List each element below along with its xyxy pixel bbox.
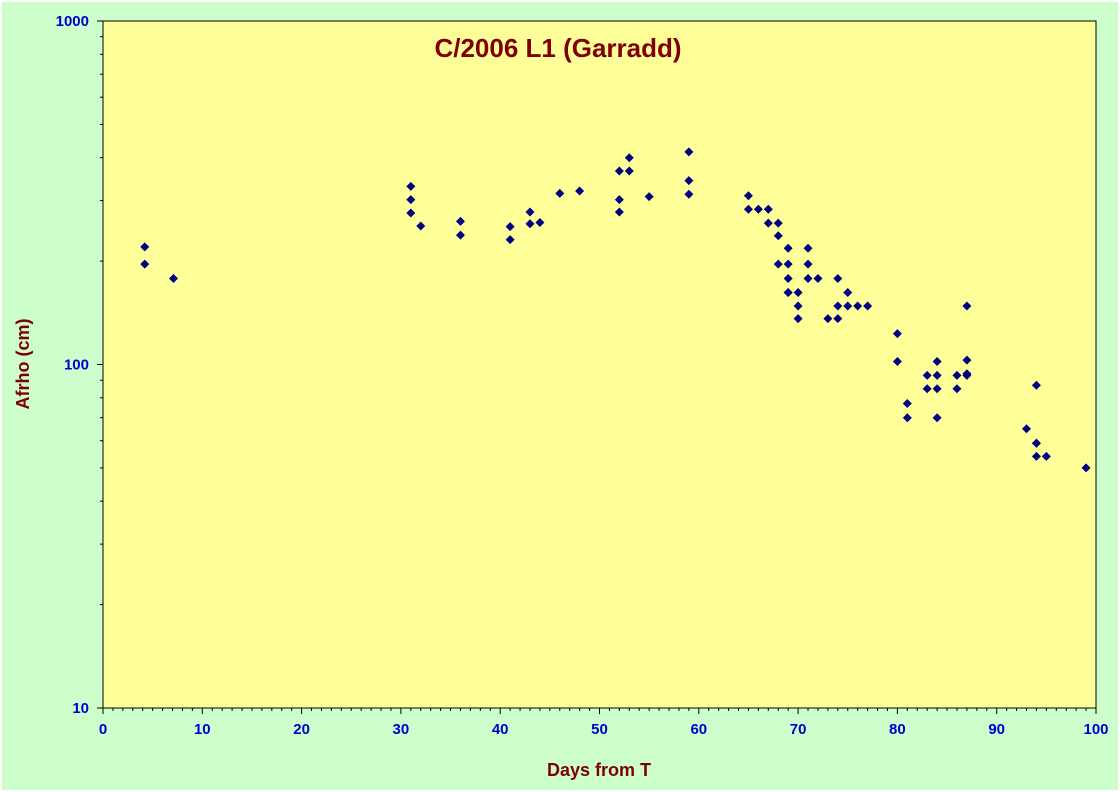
- data-point: [863, 301, 873, 311]
- data-point: [505, 235, 515, 245]
- data-point: [962, 301, 972, 311]
- data-point: [793, 288, 803, 298]
- data-point: [952, 384, 962, 394]
- data-point: [525, 219, 535, 229]
- data-point: [843, 301, 853, 311]
- y-tick-label: 100: [64, 357, 89, 374]
- data-point: [783, 259, 793, 269]
- data-point: [169, 273, 179, 283]
- data-point: [932, 413, 942, 423]
- data-point: [1031, 438, 1041, 448]
- x-axis-title: Days from T: [547, 760, 651, 780]
- data-point: [406, 208, 416, 218]
- x-tick-label: 70: [790, 721, 807, 738]
- x-tick-label: 30: [393, 721, 410, 738]
- data-point: [1031, 451, 1041, 461]
- data-point: [803, 273, 813, 283]
- x-tick-label: 100: [1083, 721, 1108, 738]
- data-point: [614, 166, 624, 176]
- x-tick-label: 0: [99, 721, 107, 738]
- data-point: [140, 242, 150, 252]
- x-tick-label: 40: [492, 721, 509, 738]
- data-point: [902, 398, 912, 408]
- data-point: [406, 195, 416, 205]
- data-point: [823, 314, 833, 324]
- data-point: [575, 186, 585, 196]
- axes: [97, 20, 1097, 714]
- data-point: [455, 216, 465, 226]
- data-point: [843, 288, 853, 298]
- data-point: [932, 370, 942, 380]
- data-point: [902, 413, 912, 423]
- data-point: [535, 218, 545, 228]
- data-point: [892, 329, 902, 339]
- data-point: [763, 204, 773, 214]
- data-point: [743, 204, 753, 214]
- plot-area: [102, 20, 1097, 709]
- tick-labels: 0 10 20 30 40 50 60 70 80 90 100 10 100 1000: [56, 13, 1109, 738]
- data-point: [614, 195, 624, 205]
- data-point: [833, 301, 843, 311]
- data-point: [853, 301, 863, 311]
- data-point: [833, 314, 843, 324]
- data-point: [793, 314, 803, 324]
- data-point: [1031, 380, 1041, 390]
- data-point: [416, 221, 426, 231]
- x-tick-label: 90: [988, 721, 1005, 738]
- data-point: [952, 370, 962, 380]
- data-point: [743, 191, 753, 201]
- data-point: [803, 243, 813, 253]
- data-point: [555, 188, 565, 198]
- data-point: [922, 370, 932, 380]
- data-point: [684, 176, 694, 186]
- data-point: [793, 301, 803, 311]
- data-point: [684, 147, 694, 157]
- x-tick-label: 80: [889, 721, 906, 738]
- data-point: [624, 153, 634, 163]
- x-tick-label: 50: [591, 721, 608, 738]
- data-point: [773, 259, 783, 269]
- data-point: [962, 369, 972, 379]
- data-point: [614, 207, 624, 217]
- data-point: [813, 273, 823, 283]
- data-point: [783, 288, 793, 298]
- x-tick-label: 20: [293, 721, 310, 738]
- data-point: [763, 218, 773, 228]
- data-points: [140, 147, 1091, 473]
- data-point: [783, 243, 793, 253]
- data-point: [525, 207, 535, 217]
- data-point: [783, 273, 793, 283]
- data-point: [932, 357, 942, 367]
- data-point: [932, 384, 942, 394]
- data-point: [684, 189, 694, 199]
- data-point: [140, 259, 150, 269]
- x-tick-label: 10: [194, 721, 211, 738]
- y-axis-title: Afrho (cm): [13, 319, 33, 410]
- data-point: [406, 181, 416, 191]
- x-tick-label: 60: [690, 721, 707, 738]
- y-tick-label: 10: [72, 700, 89, 717]
- data-point: [455, 230, 465, 240]
- data-point: [833, 273, 843, 283]
- data-point: [803, 259, 813, 269]
- data-point: [773, 218, 783, 228]
- data-point: [753, 204, 763, 214]
- data-point: [922, 384, 932, 394]
- data-point: [1081, 463, 1091, 473]
- data-point: [505, 222, 515, 232]
- data-point: [624, 166, 634, 176]
- data-point: [892, 357, 902, 367]
- data-point: [773, 231, 783, 241]
- chart-title: C/2006 L1 (Garradd): [434, 33, 681, 63]
- data-point: [644, 192, 654, 202]
- data-point: [1021, 424, 1031, 434]
- y-tick-label: 1000: [56, 13, 89, 30]
- data-point: [1041, 451, 1051, 461]
- data-point: [962, 355, 972, 365]
